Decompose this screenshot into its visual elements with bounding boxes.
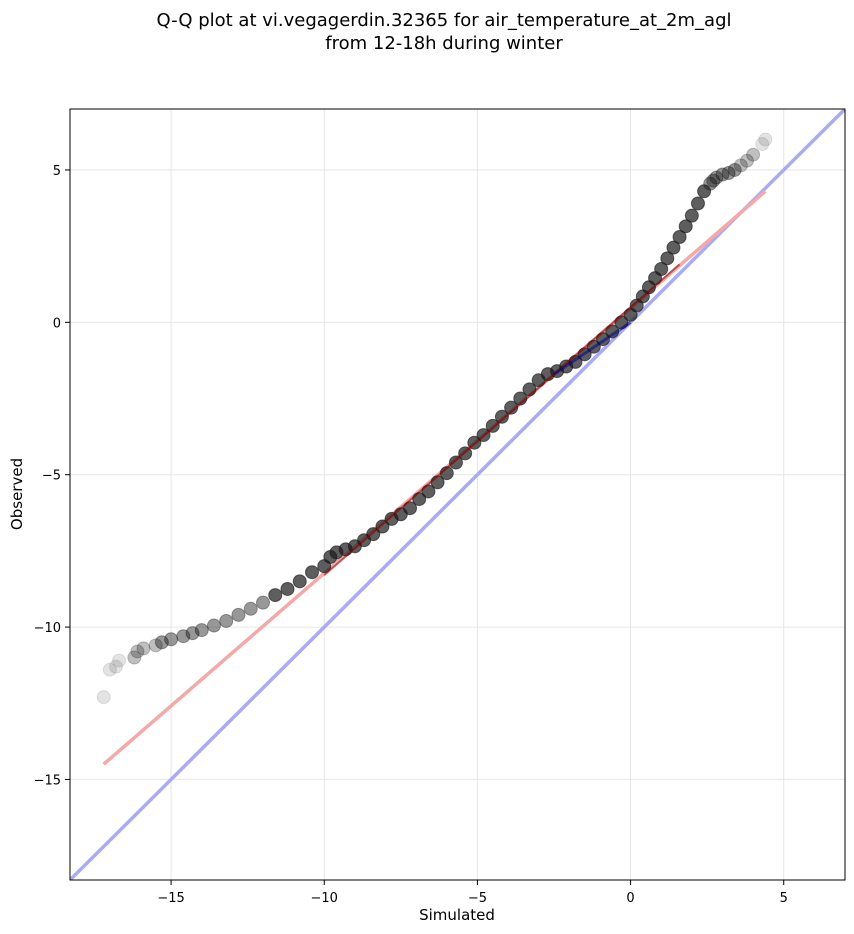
- quantile-point: [243, 601, 258, 616]
- quantile-point: [690, 196, 705, 211]
- quantile-point: [666, 240, 681, 255]
- quantile-point: [375, 519, 390, 534]
- x-tick-label-0: −15: [157, 891, 184, 906]
- quantile-point: [268, 588, 283, 603]
- quantile-point: [746, 147, 761, 162]
- chart-title-line-2: from 12-18h during winter: [325, 33, 563, 54]
- quantile-point: [164, 632, 179, 647]
- quantile-point: [108, 659, 123, 674]
- quantile-point: [176, 629, 191, 644]
- x-axis-label: Simulated: [419, 906, 495, 924]
- quantile-point: [231, 607, 246, 622]
- quantile-point: [660, 251, 675, 266]
- y-tick-label-3: 0: [53, 316, 61, 331]
- quantile-point: [703, 176, 718, 191]
- quantile-point: [403, 501, 418, 516]
- quantile-point: [715, 167, 730, 182]
- quantile-point: [185, 626, 200, 641]
- x-tick-label-3: 0: [626, 891, 634, 906]
- quantile-point: [130, 644, 145, 659]
- chart-title-line-1: Q-Q plot at vi.vegagerdin.32365 for air_…: [157, 10, 732, 31]
- quantile-point: [697, 184, 712, 199]
- fit-line-overlay: [323, 263, 681, 577]
- quantile-point: [755, 137, 770, 152]
- quantile-point: [304, 565, 319, 580]
- quantile-point: [112, 653, 127, 668]
- y-tick-label-2: −5: [42, 469, 61, 484]
- axis-ticks: −15 −10 −5 0 5 −15 −10 −5 0 5: [34, 164, 788, 906]
- quantile-point: [706, 173, 721, 188]
- quantile-point: [292, 574, 307, 589]
- grid-lines: [70, 109, 845, 880]
- quantile-point: [758, 132, 773, 147]
- quantile-point: [148, 638, 163, 653]
- y-tick-label-1: −10: [34, 621, 61, 636]
- plot-area-frame: [69, 108, 846, 881]
- quantile-point: [672, 229, 687, 244]
- x-tick-label-4: 5: [780, 891, 788, 906]
- quantile-point: [733, 158, 748, 173]
- y-axis-label: Observed: [8, 458, 26, 530]
- quantile-point: [485, 418, 500, 433]
- quantile-point: [206, 618, 221, 633]
- identity-line: [70, 109, 845, 880]
- quantile-point: [219, 613, 234, 628]
- quantile-point: [255, 595, 270, 610]
- quantile-point: [280, 581, 295, 596]
- quantile-point: [709, 170, 724, 185]
- identity-line-overlay: [553, 321, 632, 376]
- x-tick-label-1: −10: [311, 891, 338, 906]
- quantile-points: [96, 132, 773, 705]
- quantile-point: [136, 641, 151, 656]
- y-tick-label-4: 5: [53, 164, 61, 179]
- quantile-point: [448, 455, 463, 470]
- quantile-point: [678, 219, 693, 234]
- quantile-point: [727, 162, 742, 177]
- quantile-point: [96, 690, 111, 705]
- quantile-point: [494, 409, 509, 424]
- quantile-point: [739, 153, 754, 168]
- x-tick-label-2: −5: [468, 891, 487, 906]
- quantile-point: [684, 208, 699, 223]
- quantile-point: [102, 662, 117, 677]
- quantile-point: [721, 165, 736, 180]
- quantile-point: [127, 650, 142, 665]
- quantile-point: [654, 261, 669, 276]
- quantile-point: [154, 635, 169, 650]
- quantile-point: [504, 400, 519, 415]
- y-tick-label-0: −15: [34, 773, 61, 788]
- quantile-point: [194, 623, 209, 638]
